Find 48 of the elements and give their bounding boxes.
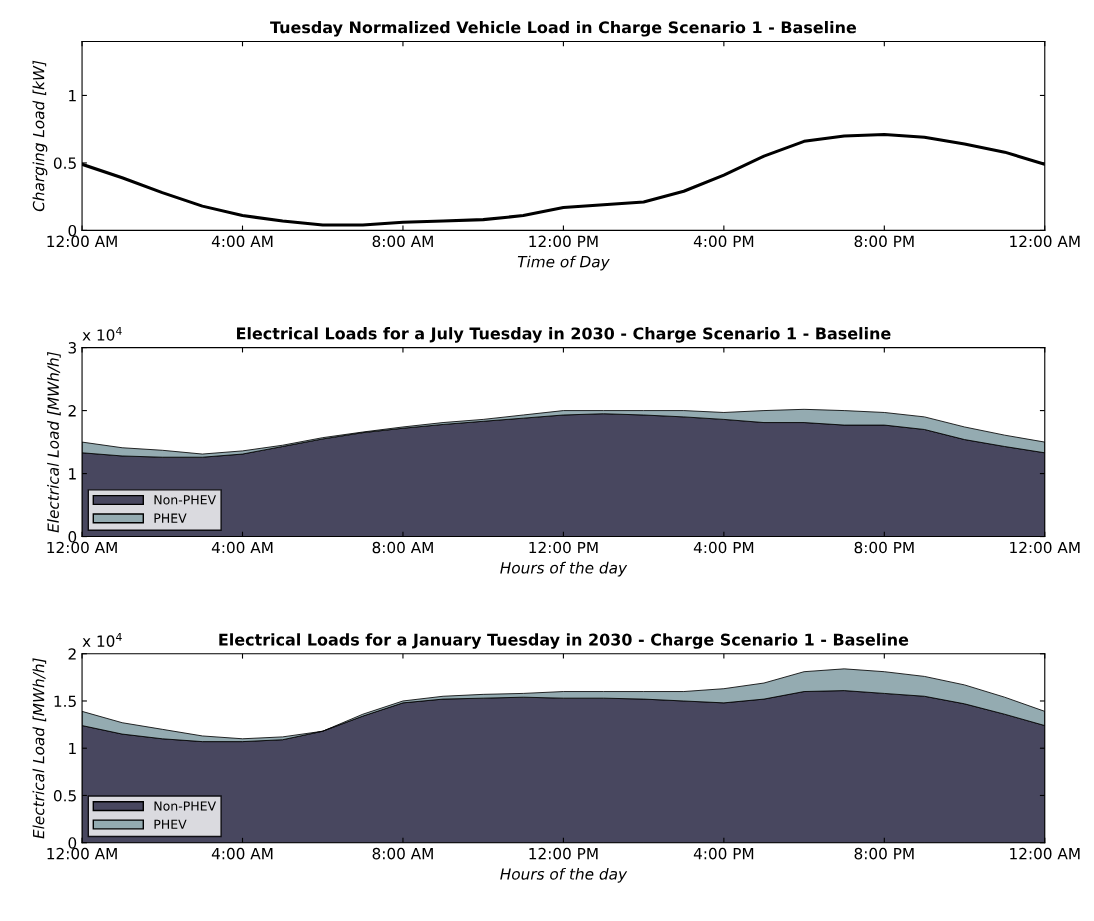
text: x 10$^{4}$	[82, 633, 122, 647]
legend-label: PHEV	[154, 513, 187, 523]
y-tick-label: 2	[68, 405, 76, 417]
x-tick-label: 4:00 AM	[211, 541, 273, 554]
x-tick-label: 8:00 PM	[854, 847, 914, 860]
chart-title: Tuesday Normalized Vehicle Load in Charge Scenario 1 - Baseline	[270, 20, 857, 37]
y-tick-label: 0	[68, 224, 77, 237]
legend-label: Non-PHEV	[154, 495, 217, 505]
y-axis-title: Charging Load [kW]	[32, 60, 48, 212]
x-tick-label: 12:00 PM	[529, 847, 598, 860]
chart-title: Electrical Loads for a July Tuesday in 2030 - Charge Scenario 1 - Baseline	[237, 327, 891, 343]
x-tick-label: 4:00 PM	[693, 847, 754, 860]
x-tick-label: 4:00 PM	[693, 235, 754, 248]
chart-title: Electrical Loads for a January Tuesday in 2030 - Charge Scenario 1 - Baseline	[219, 633, 909, 649]
x-tick-label: 8:00 AM	[372, 541, 433, 554]
y-tick-label: 0.5	[53, 157, 76, 169]
y-tick-label: 3	[68, 342, 76, 354]
y-tick-label: 1	[69, 90, 76, 102]
y-tick-label: 2	[68, 648, 76, 660]
x-tick-label: 12:00 PM	[529, 541, 598, 554]
x-axis-title: Hours of the day	[500, 561, 628, 577]
x-axis-title: Hours of the day	[500, 867, 628, 883]
text: x 10$^{4}$	[82, 326, 122, 341]
y-tick-label: 1	[69, 468, 76, 480]
y-axis-title: Electrical Load [MWh/h]	[32, 658, 47, 839]
y-tick-label: 1	[69, 742, 76, 755]
x-tick-label: 8:00 PM	[854, 235, 914, 248]
x-tick-label: 4:00 AM	[211, 847, 273, 860]
y-axis-title: Electrical Load [MWh/h]	[47, 352, 61, 533]
x-tick-label: 4:00 PM	[693, 541, 754, 554]
legend-label: Non-PHEV	[154, 801, 217, 811]
x-axis-title: Time of Day	[517, 255, 610, 271]
y-tick-label: 1.5	[54, 695, 76, 707]
x-tick-label: 12:00 PM	[529, 235, 598, 248]
x-tick-label: 12:00 AM	[47, 847, 117, 860]
y-tick-label: 0.5	[53, 789, 76, 802]
y-tick-label: 0	[68, 837, 77, 849]
x-tick-label: 8:00 AM	[372, 235, 433, 248]
x-tick-label: 8:00 PM	[854, 541, 914, 554]
x-tick-label: 12:00 AM	[47, 541, 117, 554]
legend-label: PHEV	[154, 819, 187, 829]
x-tick-label: 12:00 AM	[47, 235, 117, 248]
x-tick-label: 12:00 AM	[1010, 847, 1080, 860]
x-tick-label: 4:00 AM	[211, 235, 273, 248]
x-tick-label: 12:00 AM	[1010, 235, 1080, 248]
y-tick-label: 0	[68, 531, 77, 543]
x-tick-label: 12:00 AM	[1010, 541, 1080, 554]
x-tick-label: 8:00 AM	[372, 847, 433, 860]
